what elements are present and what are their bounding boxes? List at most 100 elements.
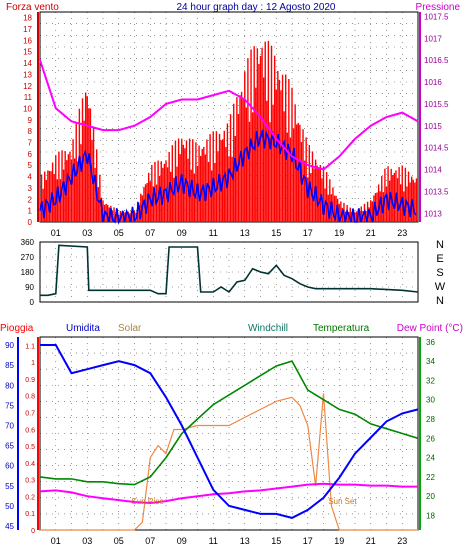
wind-direction-line (40, 244, 419, 297)
direction-y-tick: 90 (25, 283, 34, 292)
temperature-y-tick: 22 (426, 473, 435, 482)
rain-y-tick: 0.5 (25, 444, 35, 451)
temperature-y-tick: 36 (426, 338, 435, 347)
humidity-temp-frame (39, 336, 419, 531)
temperature-y-tick: 26 (426, 434, 435, 443)
wind-y-tick: 16 (23, 36, 32, 45)
pressure-y-tick: 1015 (424, 122, 442, 131)
wind-y-tick: 7 (28, 139, 33, 148)
wind-x-tick: 09 (177, 228, 187, 238)
humidity-y-tick: 75 (5, 401, 14, 410)
temperature-y-tick: 32 (426, 376, 435, 385)
wind-y-tick: 17 (23, 25, 32, 34)
humidity-line (40, 344, 419, 519)
temperature-y-tick: 28 (426, 415, 435, 424)
pressure-y-tick: 1016 (424, 78, 442, 87)
pressure-y-tick: 1014 (424, 166, 442, 175)
pressure-line (39, 59, 419, 171)
wind-y-tick: 4 (28, 173, 33, 182)
wind-x-tick: 23 (397, 228, 407, 238)
direction-compass-label: S (436, 267, 443, 279)
direction-y-tick: 360 (21, 238, 35, 247)
wind-y-tick: 8 (28, 127, 33, 136)
pressure-y-tick: 1013.5 (424, 187, 449, 196)
wind-y-tick: 12 (23, 82, 32, 91)
humidity-x-tick: 23 (397, 536, 407, 546)
humidity-x-tick: 19 (334, 536, 344, 546)
rain-y-tick: 0 (31, 528, 35, 535)
wind-x-tick: 19 (334, 228, 344, 238)
humidity-y-tick: 80 (5, 381, 14, 390)
wind-x-tick: 21 (366, 228, 376, 238)
wind-y-tick: 11 (24, 93, 33, 102)
temperature-y-tick: 20 (426, 492, 435, 501)
humidity-y-tick: 85 (5, 361, 14, 370)
pressure-y-tick: 1017.5 (424, 12, 449, 21)
temperature-y-tick: 34 (426, 357, 435, 366)
wind-x-tick: 11 (209, 228, 218, 238)
pressure-y-tick: 1015.5 (424, 100, 449, 109)
wind-y-tick: 5 (28, 161, 33, 170)
wind-y-tick: 0 (28, 218, 33, 227)
pressure-y-tick: 1013 (424, 209, 442, 218)
pressure-y-tick: 1014.5 (424, 144, 449, 153)
label-rain: Pioggia (0, 323, 34, 334)
solar-line (40, 393, 418, 531)
wind-y-tick: 3 (28, 184, 33, 193)
wind-gust-bars (39, 40, 418, 222)
humidity-y-tick: 60 (5, 462, 14, 471)
direction-compass-label: W (435, 281, 446, 293)
wind-y-tick: 18 (23, 14, 32, 23)
humidity-y-tick: 55 (5, 482, 14, 491)
direction-compass-label: N (436, 295, 444, 307)
label-solar: Solar (118, 323, 142, 334)
wind-x-tick: 03 (82, 228, 92, 238)
rain-y-tick: 0.6 (25, 427, 35, 434)
humidity-y-tick: 45 (5, 522, 14, 531)
dewpoint-line (39, 482, 418, 505)
humidity-x-tick: 03 (82, 536, 92, 546)
direction-compass-label: E (436, 253, 443, 265)
wind-y-tick: 9 (28, 116, 33, 125)
temperature-y-tick: 24 (426, 454, 435, 463)
humidity-x-tick: 17 (303, 536, 313, 546)
humidity-x-tick: 13 (240, 536, 250, 546)
rain-y-tick: 0.1 (25, 511, 35, 518)
temperature-y-tick: 30 (426, 396, 435, 405)
direction-y-tick: 0 (30, 298, 35, 307)
humidity-y-tick: 65 (5, 442, 14, 451)
wind-x-tick: 01 (51, 228, 61, 238)
direction-grid (40, 242, 418, 302)
direction-compass-label: N (436, 239, 444, 251)
wind-y-tick: 15 (23, 48, 32, 57)
humidity-y-tick: 90 (5, 341, 14, 350)
humidity-x-tick: 09 (177, 536, 187, 546)
wind-x-tick: 07 (145, 228, 155, 238)
humidity-x-tick: 21 (366, 536, 376, 546)
humidity-y-tick: 70 (5, 421, 14, 430)
wind-y-tick: 13 (23, 70, 32, 79)
rain-y-tick: 0.2 (25, 494, 35, 501)
wind-x-tick: 05 (114, 228, 124, 238)
wind-y-tick: 1 (28, 207, 33, 216)
humidity-x-tick: 01 (51, 536, 61, 546)
header-left-label: Forza vento (6, 2, 59, 13)
wind-x-tick: 13 (240, 228, 250, 238)
humidity-y-tick: 50 (5, 502, 14, 511)
pressure-y-tick: 1016.5 (424, 56, 449, 65)
sunrise-label: Sun Rise (131, 497, 164, 506)
wind-average-line (39, 129, 417, 225)
sunset-label: Sun Set (328, 497, 357, 506)
humidity-x-tick: 05 (114, 536, 124, 546)
pressure-y-tick: 1017 (424, 34, 442, 43)
label-humidity: Umidita (66, 323, 100, 334)
humidity-x-tick: 07 (145, 536, 155, 546)
wind-x-tick: 15 (271, 228, 281, 238)
temperature-y-tick: 18 (426, 512, 435, 521)
rain-y-tick: 1.1 (25, 343, 35, 350)
header-right-label: Pressione (416, 2, 461, 13)
rain-y-tick: 0.3 (25, 478, 35, 485)
direction-y-tick: 180 (21, 268, 35, 277)
